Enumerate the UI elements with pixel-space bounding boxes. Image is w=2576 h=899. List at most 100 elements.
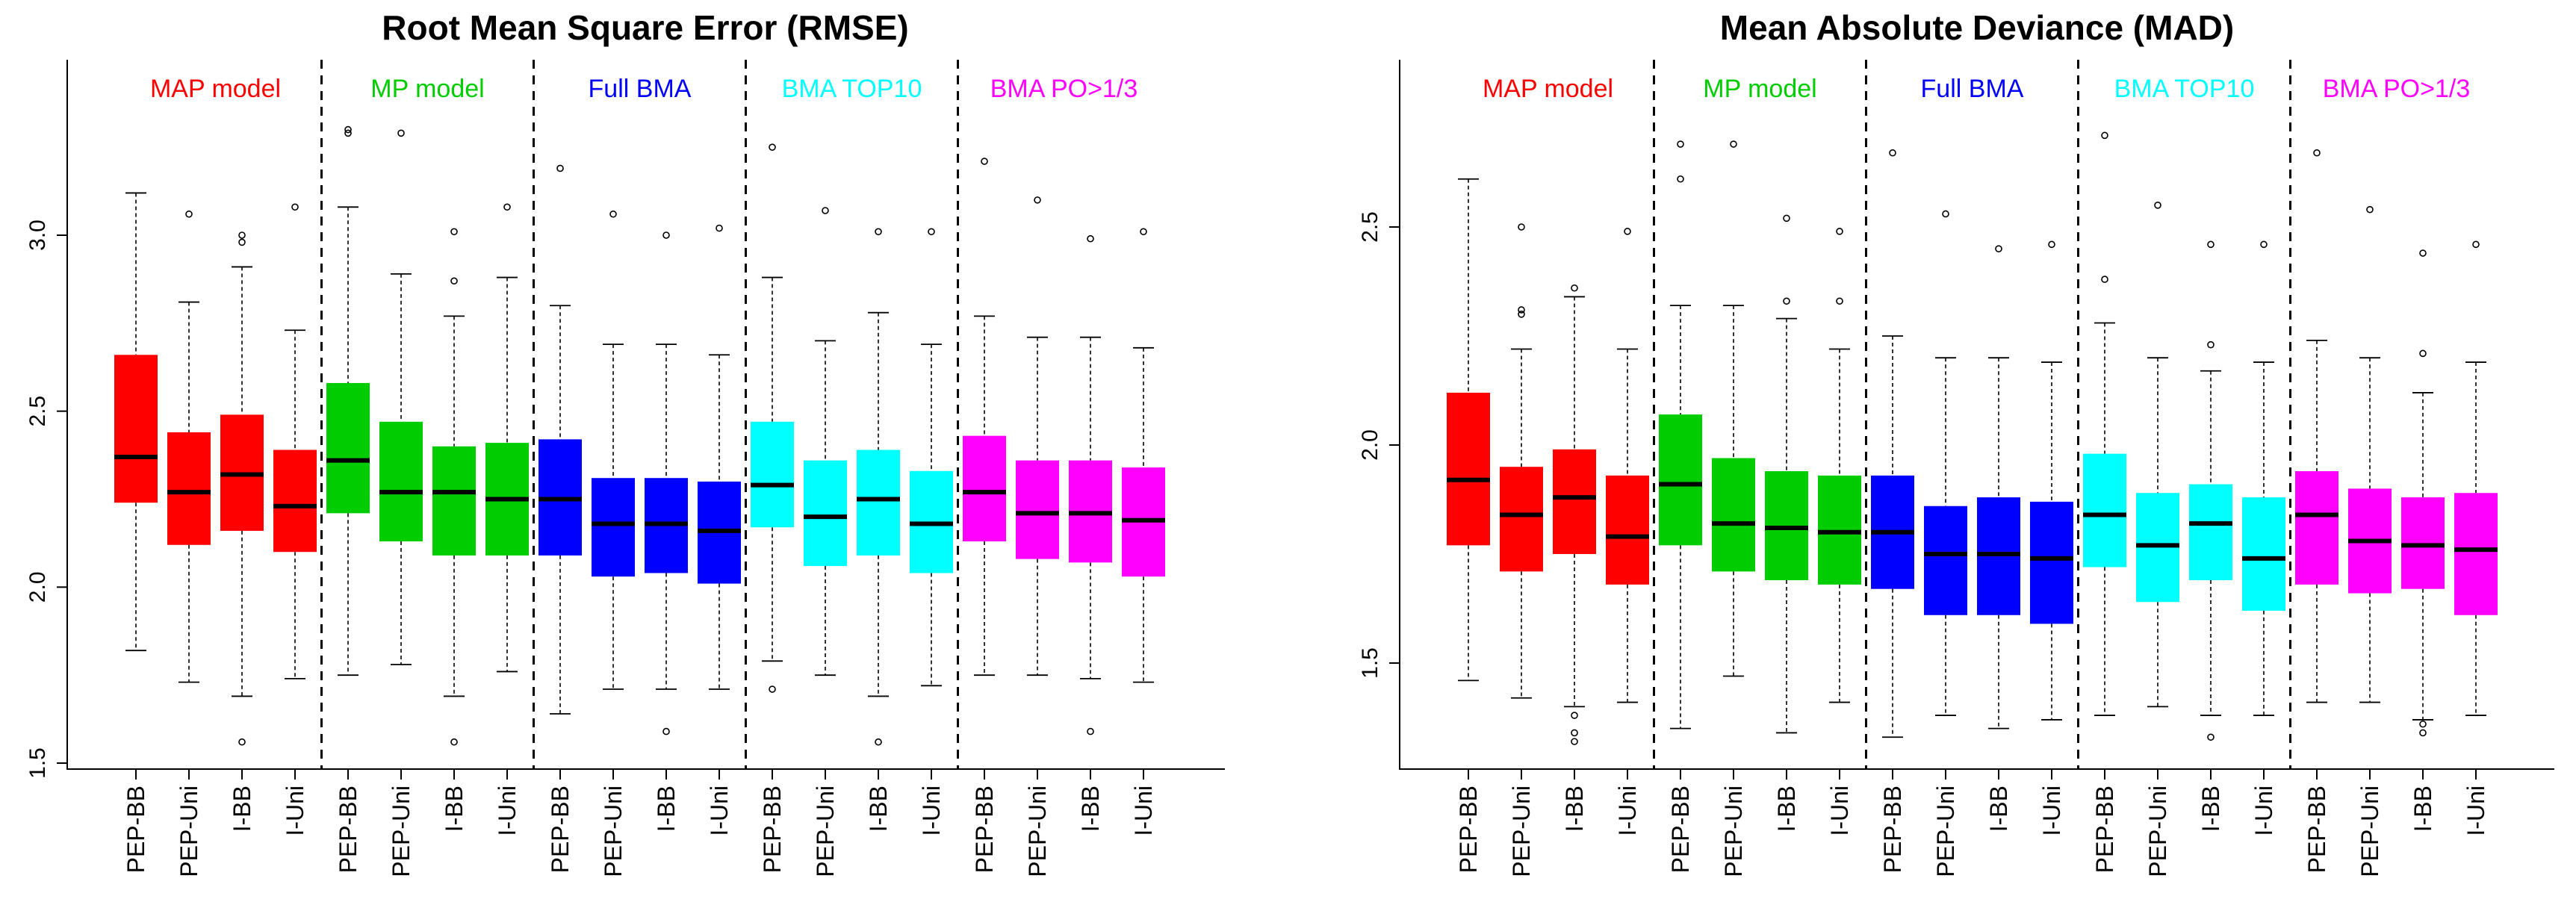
outlier-point bbox=[822, 207, 829, 214]
box bbox=[1447, 392, 1490, 546]
box bbox=[379, 421, 423, 542]
outlier-point bbox=[344, 125, 352, 134]
group-label: MAP model bbox=[1483, 75, 1613, 103]
outlier-point bbox=[2419, 249, 2427, 257]
x-tick-label: PEP-Uni bbox=[812, 786, 839, 877]
box bbox=[1606, 475, 1649, 585]
box bbox=[751, 421, 794, 528]
x-tick-label: I-BB bbox=[441, 786, 468, 832]
outlier-point bbox=[1889, 149, 1896, 157]
outlier-point bbox=[1783, 297, 1790, 305]
outlier-point bbox=[450, 738, 458, 746]
outlier-point bbox=[769, 143, 776, 151]
box bbox=[1553, 449, 1596, 554]
box bbox=[2242, 497, 2285, 611]
outlier-point bbox=[1087, 727, 1094, 735]
outlier-point bbox=[2207, 340, 2215, 349]
box bbox=[804, 460, 847, 567]
x-tick-label: PEP-BB bbox=[759, 786, 786, 873]
box bbox=[1659, 414, 1702, 546]
y-tick-label: 3.0 bbox=[25, 220, 50, 251]
box bbox=[167, 432, 211, 545]
y-tick-label: 2.5 bbox=[1358, 211, 1382, 243]
outlier-point bbox=[875, 738, 882, 746]
y-tick-label: 1.5 bbox=[1358, 647, 1382, 679]
x-tick-label: PEP-BB bbox=[1879, 786, 1906, 873]
outlier-point bbox=[2101, 131, 2108, 140]
outlier-point bbox=[238, 231, 246, 239]
outlier-point bbox=[981, 158, 988, 165]
outlier-point bbox=[1140, 228, 1147, 236]
x-tick-label: PEP-BB bbox=[335, 786, 361, 873]
outlier-point bbox=[1571, 729, 1578, 737]
x-tick-label: PEP-Uni bbox=[1024, 786, 1051, 877]
outlier-point bbox=[450, 277, 458, 285]
outlier-point bbox=[2207, 733, 2215, 741]
group-label: BMA TOP10 bbox=[2114, 75, 2255, 103]
x-tick-label: I-BB bbox=[1561, 786, 1588, 832]
panel-title: Root Mean Square Error (RMSE) bbox=[382, 8, 908, 47]
outlier-point bbox=[2154, 201, 2161, 209]
x-tick-label: I-BB bbox=[1773, 786, 1800, 832]
group-label: MP model bbox=[1703, 75, 1816, 103]
x-tick-label: PEP-BB bbox=[1455, 786, 1482, 873]
x-tick-label: I-BB bbox=[653, 786, 680, 832]
group-label: BMA PO>1/3 bbox=[2323, 75, 2471, 103]
outlier-point bbox=[2260, 240, 2268, 249]
outlier-point bbox=[1518, 306, 1525, 314]
x-tick-label: PEP-Uni bbox=[1932, 786, 1959, 877]
outlier-point bbox=[1836, 297, 1843, 305]
outlier-point bbox=[716, 224, 723, 232]
outlier-point bbox=[1677, 175, 1684, 183]
outlier-point bbox=[875, 228, 882, 236]
outlier-point bbox=[928, 228, 935, 236]
outlier-point bbox=[2313, 149, 2321, 157]
box bbox=[2295, 471, 2338, 585]
outlier-point bbox=[2048, 240, 2055, 249]
box bbox=[1712, 458, 1755, 572]
outlier-point bbox=[1518, 310, 1525, 318]
outlier-point bbox=[1571, 284, 1578, 292]
x-tick-label: PEP-Uni bbox=[2144, 786, 2171, 877]
outlier-point bbox=[1783, 214, 1790, 223]
box bbox=[857, 450, 900, 556]
outlier-point bbox=[1995, 245, 2002, 253]
outlier-point bbox=[2207, 240, 2215, 249]
outlier-point bbox=[2419, 349, 2427, 358]
group-label: Full BMA bbox=[589, 75, 692, 103]
outlier-point bbox=[1571, 712, 1578, 719]
y-tick-label: 2.0 bbox=[25, 571, 50, 603]
group-label: MP model bbox=[370, 75, 484, 103]
x-tick-label: PEP-Uni bbox=[1720, 786, 1747, 877]
box bbox=[114, 355, 158, 503]
outlier-point bbox=[238, 238, 246, 246]
x-tick-label: I-Uni bbox=[282, 786, 308, 836]
outlier-point bbox=[291, 203, 299, 211]
box bbox=[432, 446, 476, 556]
x-tick-label: I-BB bbox=[2409, 786, 2436, 832]
y-tick-label: 2.0 bbox=[1358, 429, 1382, 461]
x-tick-label: I-BB bbox=[1077, 786, 1104, 832]
x-tick-label: I-BB bbox=[229, 786, 255, 832]
outlier-point bbox=[662, 727, 670, 735]
y-tick-label: 2.5 bbox=[25, 396, 50, 427]
box bbox=[2454, 493, 2498, 615]
box bbox=[2189, 484, 2232, 581]
box bbox=[1924, 506, 1967, 615]
outlier-point bbox=[1836, 228, 1843, 235]
x-tick-label: I-Uni bbox=[2038, 786, 2065, 836]
x-tick-label: PEP-Uni bbox=[2356, 786, 2383, 877]
outlier-point bbox=[662, 231, 670, 239]
x-tick-label: PEP-BB bbox=[2303, 786, 2330, 873]
outlier-point bbox=[2101, 276, 2108, 283]
x-tick-label: I-Uni bbox=[706, 786, 733, 836]
box bbox=[2083, 453, 2126, 567]
outlier-point bbox=[397, 129, 405, 137]
x-tick-label: I-BB bbox=[1985, 786, 2012, 832]
group-label: Full BMA bbox=[1921, 75, 2024, 103]
box bbox=[2030, 501, 2073, 624]
panel-rmse: Root Mean Square Error (RMSE) 1.5 2.0 2.5 3… bbox=[25, 8, 1225, 877]
box bbox=[273, 450, 317, 553]
outlier-point bbox=[609, 210, 617, 218]
